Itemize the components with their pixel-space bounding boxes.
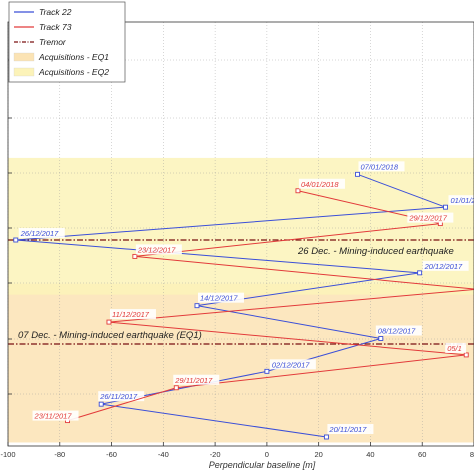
data-label-bg [407,212,454,223]
data-point [13,237,19,243]
data-label-bg [109,309,156,320]
data-point [194,303,200,309]
data-label-bg [298,178,345,189]
data-label: 07/01/2018 [361,162,399,171]
data-label-bg [98,391,145,402]
data-label: 23/11/2017 [34,412,73,421]
data-label: 26/11/2017 [99,392,138,401]
data-label: 29/11/2017 [174,376,213,385]
x-tick-label: 60 [418,450,426,459]
legend-label: Tremor [39,37,67,47]
data-label-bg [375,325,422,336]
data-label: 04/01/2018 [301,180,339,189]
plot-frame [7,21,474,447]
x-tick-label: -40 [158,450,169,459]
data-label: 05/1 [447,344,462,353]
data-point [106,319,112,325]
legend: Track 22 Track 73 Tremor Acquisitions - EQ1… [8,1,126,83]
data-point [98,401,104,407]
legend-swatch-patch [13,67,35,77]
data-label-bg [135,244,182,255]
data-label: 29/12/2017 [408,214,447,223]
data-label-bg [327,424,374,434]
series-line-2 [67,190,474,422]
tremor-annotation: 07 Dec. - Mining-induced earthquake (EQ1… [18,330,202,341]
data-label-bg [197,292,244,303]
data-label-bg [18,228,65,239]
data-label: 23/12/2017 [137,245,176,254]
data-point [173,385,179,391]
data-point [417,270,423,276]
acquisition-band-2 [8,157,474,295]
x-tick-label: 40 [366,450,374,459]
legend-label: Acquisitions - EQ2 [38,67,109,77]
plot-clip-group [8,161,474,440]
x-tick-label: -60 [106,450,117,459]
x-tick-label: 80 [470,450,474,459]
data-point [378,336,384,341]
data-label-bg [173,374,220,385]
tremor-annotation: 26 Dec. - Mining-induced earthquake [297,246,454,257]
x-tick-label: -80 [54,450,65,459]
legend-label: Track 22 [39,7,72,17]
data-label: 08/12/2017 [378,327,416,336]
data-label-bg [269,359,316,370]
x-axis-label: Perpendicular baseline [m] [209,460,316,470]
data-point [355,171,360,177]
data-label-bg [448,195,474,206]
data-point [295,188,301,194]
data-label: 20/12/2017 [424,262,463,271]
data-label-bg [422,260,469,271]
data-label-bg [445,342,467,353]
x-tick-label: -100 [0,450,15,459]
data-point [132,253,138,259]
data-label: 14/12/2017 [200,294,238,303]
legend-label: Acquisitions - EQ1 [38,52,109,62]
x-tick-label: 0 [265,450,269,459]
data-label: 11/12/2017 [112,310,150,319]
data-label: 02/12/2017 [272,360,310,369]
legend-label: Track 73 [39,22,72,32]
data-label: 26/12/2017 [20,229,59,238]
data-label-bg [32,410,79,421]
data-point [463,352,469,358]
x-tick-label: -20 [210,450,221,459]
data-label: 01/01/2 [451,196,474,205]
x-tick-label: 20 [314,450,322,459]
data-label-bg [358,161,405,172]
data-point [323,434,329,440]
data-label: 20/11/2017 [328,425,367,434]
data-point [264,368,270,374]
legend-swatch-patch [13,52,35,62]
data-point [443,204,448,210]
